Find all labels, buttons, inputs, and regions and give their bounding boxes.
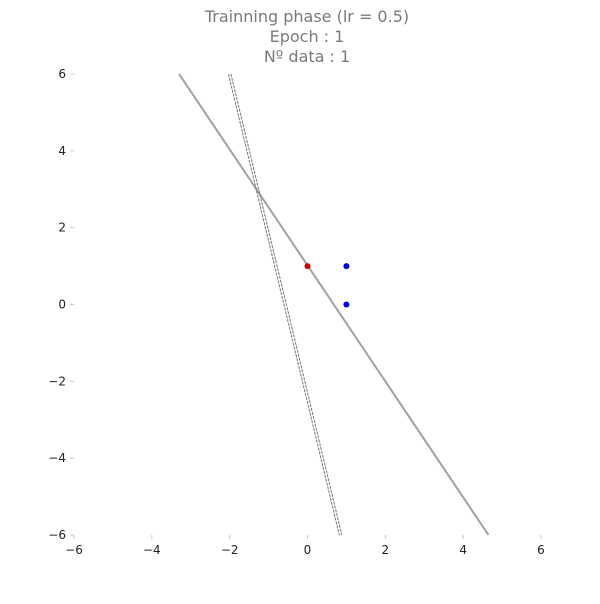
chart-title: Trainning phase (lr = 0.5) Epoch : 1 Nº … [204,7,409,66]
x-tick-label: 2 [382,543,390,557]
data-point-blue [343,301,350,308]
y-tick-label: −2 [48,374,66,388]
boundary-lines [178,73,490,536]
axes: −6 −4 −2 0 2 4 6 −6 −4 −2 0 2 4 6 [48,67,545,557]
x-tick-label: 4 [459,543,467,557]
previous-boundary-line-edge [230,73,343,535]
decision-boundary-line [178,73,490,536]
x-tick-label: 6 [537,543,545,557]
title-line-1: Trainning phase (lr = 0.5) [204,7,409,26]
data-point-blue [343,263,350,270]
x-tick-label: 0 [304,543,312,557]
title-line-2: Epoch : 1 [270,27,345,46]
y-tick-label: 4 [58,144,66,158]
data-point-red [304,263,311,270]
x-tick-label: −2 [221,543,239,557]
x-tick-label: −4 [143,543,161,557]
previous-boundary-line [228,74,340,536]
y-tick-label: 0 [58,298,66,312]
x-tick-label: −6 [65,543,83,557]
y-tick-label: 6 [58,67,66,81]
y-tick-label: −6 [48,528,66,542]
title-line-3: Nº data : 1 [264,47,350,66]
data-points [304,263,350,308]
y-tick-label: 2 [58,221,66,235]
y-tick-label: −4 [48,451,66,465]
